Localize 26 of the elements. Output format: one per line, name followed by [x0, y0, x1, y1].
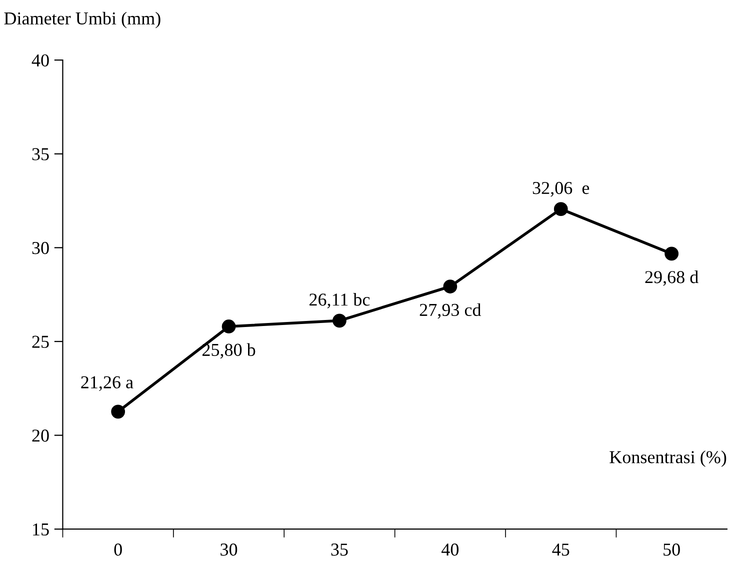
y-tick-label: 40	[32, 54, 49, 66]
y-tick-label: 30	[32, 242, 49, 254]
y-tick-label: 15	[33, 523, 49, 536]
x-tick-label: 30	[220, 544, 238, 556]
y-tick-label: 35	[32, 148, 49, 160]
x-tick-label: 50	[664, 544, 680, 556]
x-tick-label: 35	[331, 544, 348, 556]
data-label: 32,06 e	[532, 182, 590, 197]
point	[443, 280, 458, 294]
y-tick-label: 25	[32, 336, 49, 348]
y-axis-title: Diameter Umbi (mm)	[4, 12, 160, 28]
point	[664, 246, 679, 261]
x-tick-label: 40	[442, 544, 459, 556]
data-label: 27,93 cd	[420, 303, 482, 319]
data-label: 29,68 d	[645, 270, 698, 286]
x-tick-label: 45	[552, 544, 570, 556]
y-tick-label: 20	[32, 430, 49, 442]
x-axis-title: Konsentrasi (%)	[610, 450, 726, 467]
point	[554, 202, 568, 216]
x-tick-label: 0	[114, 544, 122, 556]
data-label: 21,26 a	[81, 376, 134, 391]
data-label: 25,80 b	[202, 343, 256, 359]
point	[222, 320, 236, 334]
point	[332, 314, 346, 328]
point	[111, 404, 126, 419]
data-label: 26,11 bc	[310, 293, 370, 308]
